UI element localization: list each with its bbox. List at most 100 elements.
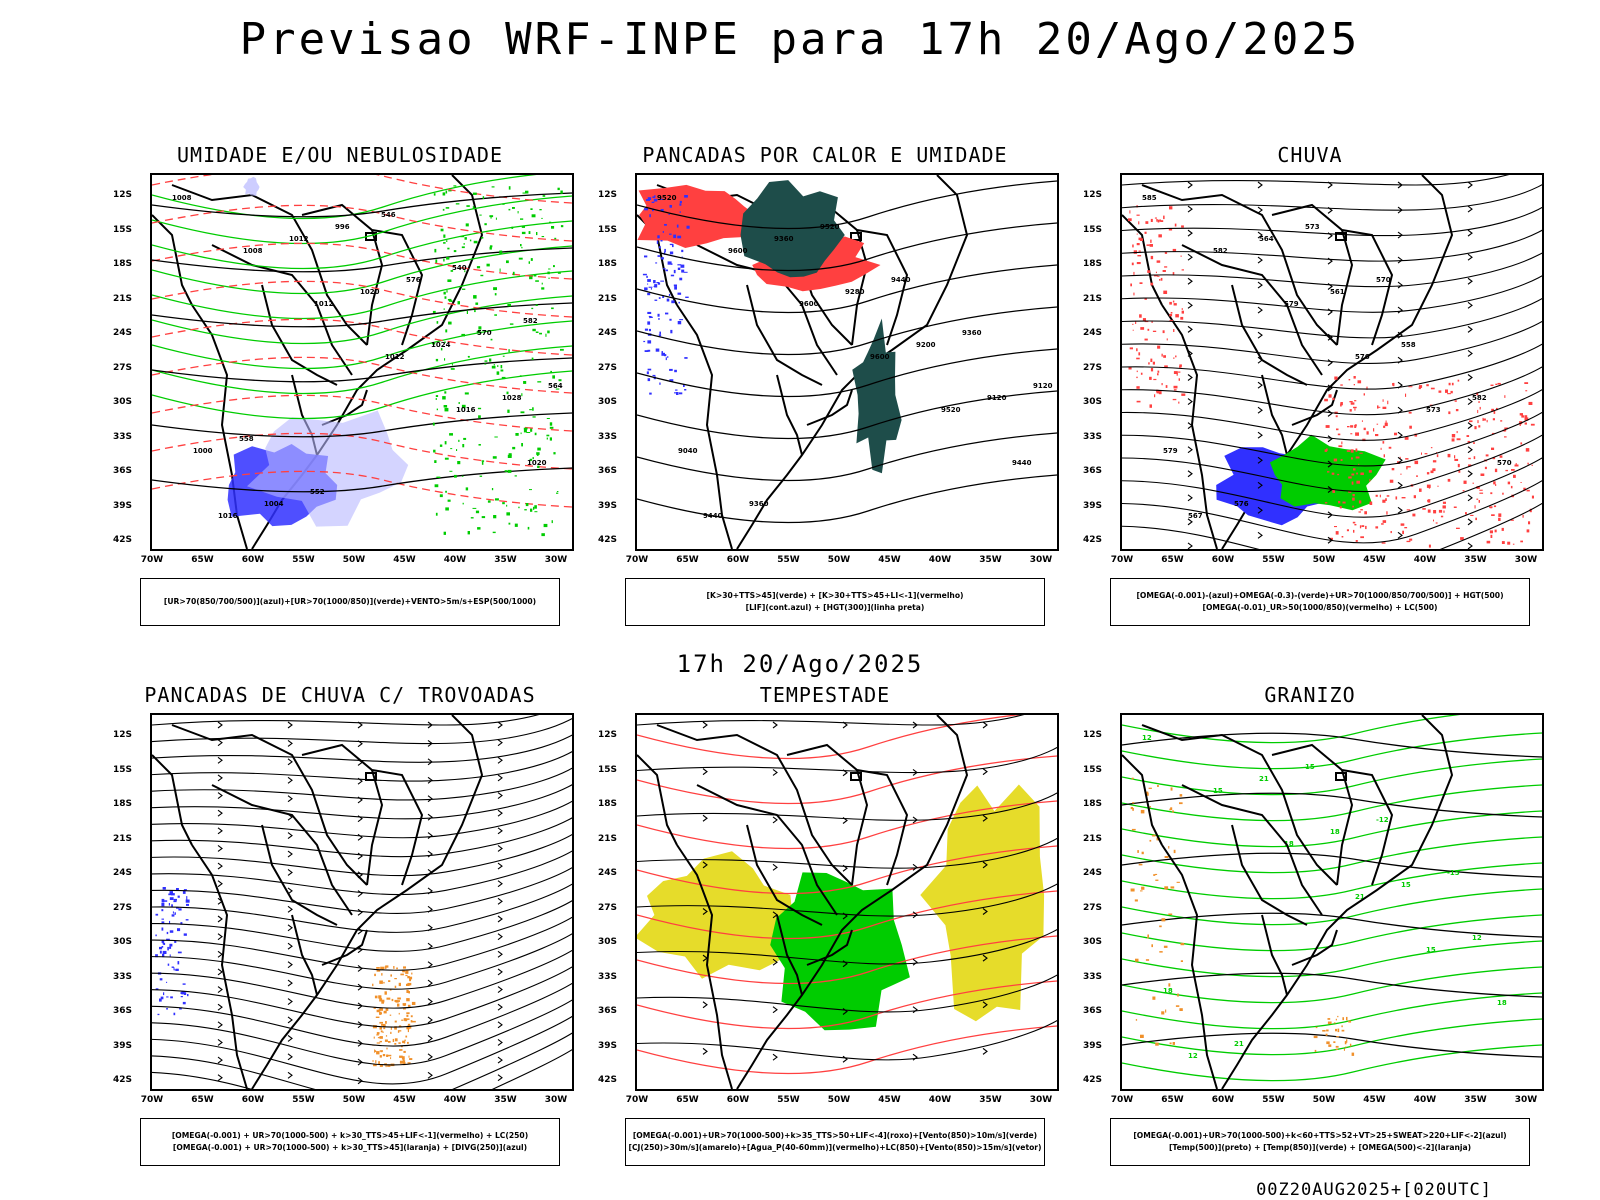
contour-labels: 9520 9600 9600 9600 9520 9440 9440 9360 9280 9200… [657, 194, 1053, 520]
contour-label: 9360 [962, 329, 982, 337]
lon-label: 55W [1262, 555, 1285, 565]
lon-label: 55W [777, 555, 800, 565]
lat-label: 21S [1083, 293, 1103, 304]
lat-label: 24S [113, 868, 133, 878]
lon-label: 60W [1211, 555, 1235, 565]
contour-label: -15 [1447, 869, 1460, 877]
contour-label: 582 [523, 317, 538, 325]
contour-label: 576 [406, 276, 421, 284]
lat-label: 36S [598, 1006, 618, 1016]
lon-label: 30W [544, 1095, 568, 1105]
lc250-streamlines [152, 715, 572, 1089]
contour-label: 564 [548, 382, 563, 390]
lat-label: 33S [1083, 971, 1103, 982]
contour-label: 567 [1188, 512, 1203, 520]
contour-label: 18 [1497, 999, 1507, 1007]
contour-label: 1012 [289, 235, 309, 243]
lat-label: 30S [1083, 397, 1103, 407]
contour-label: 1020 [527, 459, 547, 467]
map-svg: 585 582 579 576 573 570 567 564 561 558 582 579 576 5… [1122, 175, 1542, 549]
legend-line: [OMEGA(-0.001) + UR>70(1000-500) + k>30_… [172, 1143, 528, 1152]
pressure-contours [152, 192, 572, 493]
lon-label: 45W [878, 1095, 901, 1105]
wind850-vectors [637, 715, 1057, 1063]
legend-line: [LIF](cont.azul) + [HGT(300)](linha pret… [745, 603, 925, 612]
contour-label: 579 [1163, 447, 1178, 455]
panel-chuva: CHUVA 585 582 579 576 573 570 567 564 561 558 582 57… [1065, 143, 1555, 633]
footer-timestamp: 00Z20AUG2025+[020UTC] [1256, 1180, 1492, 1200]
hgt300-contours [637, 180, 1057, 524]
lon-label: 60W [726, 555, 750, 565]
lat-label: 36S [1083, 466, 1103, 476]
contour-labels: 585 582 579 576 573 570 567 564 561 558 582 579 576 5… [1142, 194, 1512, 520]
map-area: 585 582 579 576 573 570 567 564 561 558 582 579 576 5… [1120, 173, 1544, 551]
contour-label: 1012 [385, 353, 405, 361]
panel-granizo: GRANIZO 12 15 18 21 15 18 12 21 18 15 12 18 21 15 -12 -1… [1065, 683, 1555, 1173]
contour-label: 1012 [314, 300, 334, 308]
lat-label: 24S [113, 328, 133, 338]
contour-label: 570 [1376, 276, 1391, 284]
contour-label: 1028 [502, 394, 522, 402]
lon-label: 45W [393, 555, 416, 565]
contour-label: 21 [1234, 1040, 1244, 1048]
contour-label: 9200 [916, 341, 936, 349]
lat-label: 21S [598, 293, 618, 304]
contour-label: 1016 [456, 406, 476, 414]
panel-pancadas-calor: PANCADAS POR CALOR E UMIDADE 9520 9600 9600… [580, 143, 1070, 633]
lon-label: 30W [544, 555, 568, 565]
contour-label: 9520 [657, 194, 677, 202]
lon-label: 70W [1110, 1095, 1134, 1105]
red-rain-speckles-west [1128, 205, 1186, 408]
lat-label: 30S [598, 397, 618, 407]
lon-label: 40W [1413, 1095, 1437, 1105]
contour-label: 12 [1472, 934, 1482, 942]
lon-label: 60W [241, 1095, 265, 1105]
convection-teal-coastal [852, 318, 902, 474]
lon-label: 60W [726, 1095, 750, 1105]
contour-label: 570 [477, 329, 492, 337]
contour-label: 582 [1213, 247, 1228, 255]
legend-line: [OMEGA(-0.001) + UR>70(1000-500) + k>30_… [171, 1131, 529, 1140]
contour-label: 558 [1401, 341, 1416, 349]
contour-label: 9600 [870, 353, 890, 361]
lat-label: 27S [1083, 362, 1103, 373]
low-level-humidity-contours [152, 175, 572, 420]
legend-box: [OMEGA(-0.001) + UR>70(1000-500) + k>30_… [140, 1118, 560, 1166]
lon-label: 35W [494, 1095, 517, 1105]
lon-label: 40W [928, 555, 952, 565]
jet-yellow-area [637, 851, 793, 979]
legend-line: [UR>70(850/700/500)](azul)+[UR>70(1000/8… [163, 597, 537, 606]
lon-label: 65W [1161, 555, 1184, 565]
lon-label: 50W [342, 555, 366, 565]
lat-label: 36S [1083, 1006, 1103, 1016]
contour-label: 9360 [749, 500, 769, 508]
contour-label: 21 [1355, 893, 1365, 901]
lat-label: 27S [598, 902, 618, 913]
lat-label: 30S [113, 937, 133, 947]
lat-label: 42S [113, 535, 133, 545]
contour-labels: 12 15 18 21 15 18 12 21 18 15 12 18 21 15 -12 -15 [1142, 734, 1507, 1060]
contour-label: 561 [1330, 288, 1345, 296]
panel-title: PANCADAS DE CHUVA C/ TROVOADAS [144, 683, 536, 707]
lat-label: 18S [598, 799, 618, 809]
contour-label: 564 [1259, 235, 1274, 243]
lat-label: 42S [598, 1075, 618, 1085]
lat-label: 42S [1083, 1075, 1103, 1085]
lat-label: 18S [1083, 799, 1103, 809]
contour-label: 579 [1284, 300, 1299, 308]
legend-line: [Temp(500)](preto) + [Temp(850)](verde) … [1168, 1143, 1472, 1152]
map-svg: 12 15 18 21 15 18 12 21 18 15 12 18 21 15 -12 -15 [1122, 715, 1542, 1089]
lat-label: 15S [1083, 764, 1103, 775]
lat-label: 33S [113, 431, 133, 442]
lon-label: 50W [827, 1095, 851, 1105]
legend-box: [OMEGA(-0.001)-(azul)+OMEGA(-0.3)-(verde… [1110, 578, 1530, 626]
lon-label: 65W [676, 555, 699, 565]
lat-label: 27S [113, 362, 133, 373]
lon-label: 70W [1110, 555, 1134, 565]
lon-label: 55W [292, 1095, 315, 1105]
map-area: 1008 1008 1012 1012 1016 1020 1016 1012 1020 1024… [150, 173, 574, 551]
lon-label: 40W [443, 555, 467, 565]
lon-label: 40W [1413, 555, 1437, 565]
lat-label: 39S [113, 1040, 133, 1051]
contour-label: 1008 [243, 247, 263, 255]
